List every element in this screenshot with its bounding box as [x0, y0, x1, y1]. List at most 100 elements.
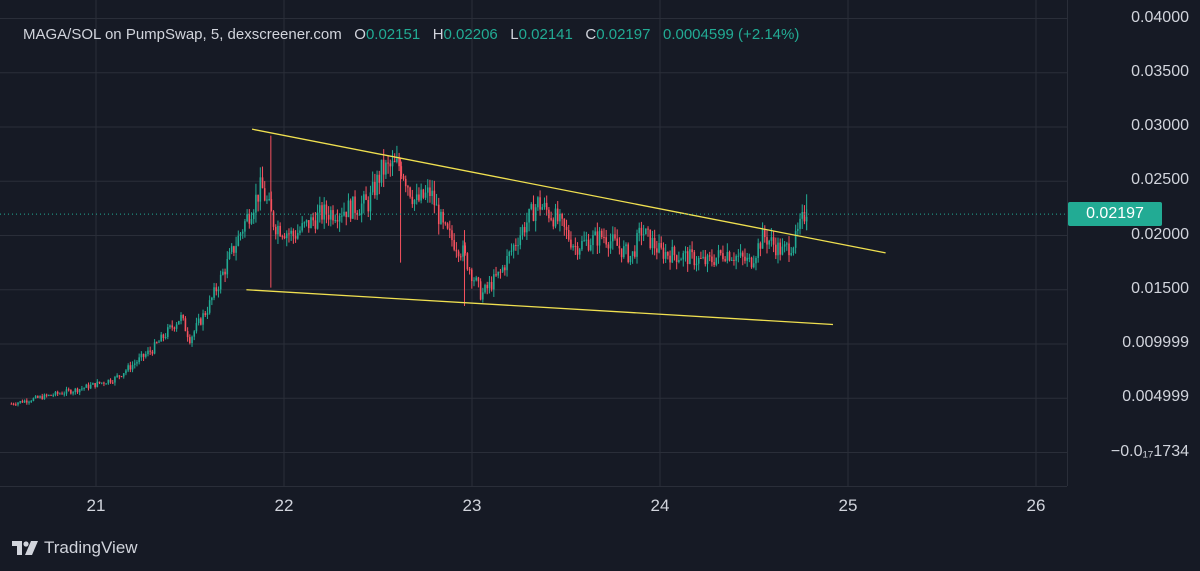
candle-body: [94, 383, 96, 387]
time-axis[interactable]: 21 22 23 24 25 26: [0, 486, 1067, 523]
candle-body: [164, 337, 167, 339]
candle-body: [415, 194, 418, 201]
candle-body: [572, 245, 574, 248]
candle-body: [114, 377, 116, 383]
candle-body: [640, 227, 643, 236]
candle-body: [299, 230, 301, 233]
candle-body: [211, 297, 213, 301]
candle-body: [435, 204, 438, 206]
candle-body: [803, 212, 806, 222]
price-chart[interactable]: [0, 0, 1067, 486]
candle-body: [23, 400, 26, 403]
candle-body: [667, 251, 669, 256]
candle-body: [89, 384, 92, 389]
candle-body: [530, 204, 533, 209]
candle-body: [592, 235, 594, 246]
candle-body: [160, 334, 162, 342]
candle-body: [288, 233, 290, 235]
candle-body: [30, 400, 33, 402]
candle-body: [376, 174, 378, 196]
candle-body: [506, 256, 508, 271]
candle-body: [761, 228, 764, 249]
candle-body: [28, 401, 30, 403]
candle-body: [213, 287, 215, 298]
candle-body: [730, 259, 733, 261]
candle-body: [37, 396, 39, 398]
candle-body: [783, 244, 786, 247]
candle-body: [206, 312, 209, 315]
candle-body: [717, 250, 720, 258]
candle-body: [453, 240, 455, 250]
candle-body: [471, 269, 473, 282]
candle-body: [647, 228, 649, 230]
candle-body: [26, 400, 28, 403]
candle-body: [356, 212, 359, 215]
open-value: 0.02151: [365, 26, 421, 43]
candle-body: [230, 246, 233, 252]
candle-body: [627, 244, 630, 263]
candle-body: [111, 382, 114, 384]
candle-body: [708, 255, 711, 257]
candle-body: [248, 214, 251, 224]
candle-body: [129, 365, 132, 370]
candle-body: [726, 252, 729, 261]
high-value: 0.02206: [443, 26, 498, 43]
candle-body: [169, 325, 171, 328]
candle-body: [389, 163, 392, 167]
candle-body: [10, 403, 13, 405]
price-axis[interactable]: 0.04000 0.03500 0.03000 0.02500 0.02000 0.015…: [1067, 0, 1200, 486]
candle-body: [153, 342, 156, 354]
candle-body: [56, 391, 59, 394]
candle-body: [684, 251, 687, 254]
time-tick-label: 22: [274, 496, 294, 515]
time-tick-label: 26: [1026, 496, 1046, 515]
candle-body: [444, 222, 447, 224]
candle-body: [603, 237, 605, 239]
candle-body: [777, 242, 779, 256]
candle-body: [781, 246, 784, 255]
candle-body: [382, 159, 385, 175]
candle-body: [158, 341, 160, 343]
candle-body: [656, 248, 658, 253]
candle-body: [63, 393, 66, 395]
candle-body: [180, 314, 182, 321]
candle-body: [664, 251, 667, 259]
price-tick-label: 0.04000: [1131, 8, 1189, 26]
candle-body: [680, 259, 682, 261]
candle-body: [142, 353, 145, 357]
candle-body: [651, 237, 654, 249]
candle-body: [437, 204, 440, 225]
candle-body: [735, 256, 737, 261]
candle-body: [178, 320, 180, 325]
tradingview-logo[interactable]: TradingView: [12, 538, 138, 558]
candle-body: [294, 236, 297, 239]
chart-area[interactable]: MAGA/SOL on PumpSwap, 5, dexscreener.com…: [0, 0, 1067, 486]
candle-body: [330, 210, 332, 220]
candle-body: [750, 257, 753, 268]
candle-body: [521, 227, 524, 236]
candle-body: [475, 277, 478, 281]
candle-body: [752, 263, 755, 268]
candle-body: [556, 208, 559, 222]
candle-body: [724, 259, 726, 261]
candle-body: [241, 231, 244, 234]
candle-body: [567, 230, 570, 240]
candle-body: [429, 187, 431, 196]
candle-body: [290, 230, 292, 234]
candle-body: [338, 215, 341, 222]
candle-body: [433, 190, 436, 206]
candle-body: [34, 396, 37, 399]
candle-body: [479, 281, 482, 300]
candle-body: [48, 394, 50, 396]
candle-body: [352, 196, 354, 219]
candle-body: [43, 394, 46, 400]
candle-body: [103, 382, 105, 384]
candle-body: [321, 205, 323, 220]
candle-body: [585, 239, 588, 241]
candle-body: [596, 231, 599, 246]
candle-body: [81, 388, 83, 390]
candle-body: [385, 162, 387, 175]
candle-body: [550, 218, 552, 220]
candle-body: [404, 178, 407, 187]
candle-body: [719, 250, 722, 254]
